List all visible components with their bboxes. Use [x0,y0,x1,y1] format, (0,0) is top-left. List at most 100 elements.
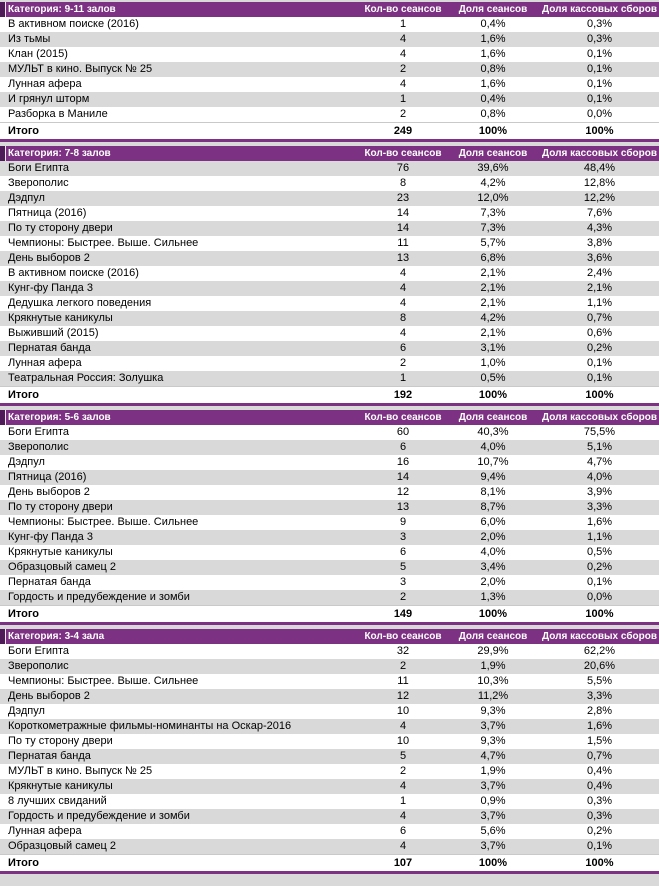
session-share-cell: 5,6% [480,825,506,837]
table-row: 8 лучших свиданий 1 0,9% 0,3% [0,794,659,809]
session-count-cell: 3 [399,576,407,588]
table-row: Пятница (2016) 14 9,4% 4,0% [0,470,659,485]
boxoffice-share-cell: 0,4% [586,780,613,792]
session-count-cell: 2 [399,591,407,603]
film-title-cell: День выборов 2 [8,690,90,702]
total-label: Итого [8,389,40,401]
boxoffice-share-cell: 12,2% [583,192,616,204]
session-share-cell: 1,9% [480,765,506,777]
session-count-cell: 13 [396,501,410,513]
boxoffice-share-cell: 0,0% [586,591,613,603]
film-title-cell: Крякнутые каникулы [8,312,113,324]
film-title-cell: Из тьмы [8,33,51,45]
section-rows: Боги Египта 60 40,3% 75,5% Зверополис 6 … [0,425,659,605]
session-count-cell: 23 [396,192,410,204]
column-header-session-share: Доля сеансов [458,412,528,423]
boxoffice-share-cell: 0,3% [586,810,613,822]
category-header-row: Категория: 5-6 залов Кол-во сеансов Доля… [0,410,659,425]
film-title-cell: МУЛЬТ в кино. Выпуск № 25 [8,63,153,75]
boxoffice-share-cell: 12,8% [583,177,616,189]
table-row: Дэдпул 23 12,0% 12,2% [0,191,659,206]
film-title-cell: Лунная афера [8,357,82,369]
film-title-cell: Кунг-фу Панда 3 [8,531,93,543]
table-row: Крякнутые каникулы 6 4,0% 0,5% [0,545,659,560]
session-share-cell: 1,6% [480,48,506,60]
category-header-row: Категория: 9-11 залов Кол-во сеансов Дол… [0,2,659,17]
table-row: Лунная афера 2 1,0% 0,1% [0,356,659,371]
session-count-cell: 14 [396,471,410,483]
category-title: Категория: 3-4 зала [8,631,105,642]
boxoffice-share-cell: 20,6% [583,660,616,672]
film-title-cell: Дэдпул [8,192,45,204]
boxoffice-share-cell: 0,7% [586,750,613,762]
table-row: Пернатая банда 3 2,0% 0,1% [0,575,659,590]
category-title: Категория: 5-6 залов [8,412,111,423]
session-count-cell: 6 [399,825,407,837]
session-count-cell: 8 [399,312,407,324]
session-share-cell: 10,3% [477,675,509,687]
boxoffice-share-cell: 0,2% [586,561,613,573]
session-count-cell: 5 [399,561,407,573]
category-header-row: Категория: 7-8 залов Кол-во сеансов Доля… [0,146,659,161]
table-row: Крякнутые каникулы 4 3,7% 0,4% [0,779,659,794]
total-label: Итого [8,608,40,620]
table-row: Театральная Россия: Золушка 1 0,5% 0,1% [0,371,659,386]
session-count-cell: 12 [396,690,410,702]
column-header-session-share: Доля сеансов [458,631,528,642]
boxoffice-share-cell: 0,1% [586,357,613,369]
session-count-cell: 3 [399,531,407,543]
total-boxoffice-share: 100% [585,857,614,869]
session-count-cell: 10 [396,735,410,747]
session-share-cell: 4,2% [480,312,506,324]
table-row: МУЛЬТ в кино. Выпуск № 25 2 1,9% 0,4% [0,764,659,779]
session-share-cell: 5,7% [480,237,506,249]
session-share-cell: 7,3% [480,207,506,219]
table-row: По ту сторону двери 13 8,7% 3,3% [0,500,659,515]
film-title-cell: Зверополис [8,660,69,672]
film-title-cell: Образцовый самец 2 [8,561,117,573]
table-row: Разборка в Маниле 2 0,8% 0,0% [0,107,659,122]
session-count-cell: 10 [396,705,410,717]
session-share-cell: 0,5% [480,372,506,384]
film-title-cell: Боги Египта [8,645,70,657]
session-share-cell: 7,3% [480,222,506,234]
boxoffice-share-cell: 48,4% [583,162,616,174]
table-row: Выживший (2015) 4 2,1% 0,6% [0,326,659,341]
table-row: Дэдпул 10 9,3% 2,8% [0,704,659,719]
film-title-cell: Дедушка легкого поведения [8,297,152,309]
film-title-cell: Театральная Россия: Золушка [8,372,164,384]
film-title-cell: Зверополис [8,177,69,189]
boxoffice-share-cell: 3,8% [586,237,613,249]
table-row: Чемпионы: Быстрее. Выше. Сильнее 11 10,3… [0,674,659,689]
boxoffice-share-cell: 0,6% [586,327,613,339]
table-row: Кунг-фу Панда 3 3 2,0% 1,1% [0,530,659,545]
session-share-cell: 4,7% [480,750,506,762]
table-row: Чемпионы: Быстрее. Выше. Сильнее 11 5,7%… [0,236,659,251]
table-row: Гордость и предубеждение и зомби 4 3,7% … [0,809,659,824]
total-label: Итого [8,125,40,137]
boxoffice-share-cell: 1,1% [586,297,613,309]
table-row: Гордость и предубеждение и зомби 2 1,3% … [0,590,659,605]
table-row: Короткометражные фильмы-номинанты на Оск… [0,719,659,734]
session-count-cell: 4 [399,720,407,732]
column-header-session-count: Кол-во сеансов [364,631,442,642]
category-section: Категория: 7-8 залов Кол-во сеансов Доля… [0,146,659,406]
session-share-cell: 4,2% [480,177,506,189]
film-title-cell: Разборка в Маниле [8,108,108,120]
session-count-cell: 2 [399,765,407,777]
boxoffice-share-cell: 5,1% [586,441,613,453]
total-row: Итого 192 100% 100% [0,386,659,406]
session-share-cell: 1,6% [480,33,506,45]
total-session-share: 100% [478,608,508,620]
session-share-cell: 1,6% [480,78,506,90]
session-share-cell: 9,3% [480,735,506,747]
session-share-cell: 3,1% [480,342,506,354]
category-title: Категория: 9-11 залов [8,4,116,15]
category-section: Категория: 9-11 залов Кол-во сеансов Дол… [0,2,659,142]
film-title-cell: Короткометражные фильмы-номинанты на Оск… [8,720,292,732]
session-count-cell: 2 [399,660,407,672]
table-row: Клан (2015) 4 1,6% 0,1% [0,47,659,62]
film-title-cell: День выборов 2 [8,252,90,264]
session-count-cell: 1 [399,795,407,807]
session-count-cell: 6 [399,342,407,354]
